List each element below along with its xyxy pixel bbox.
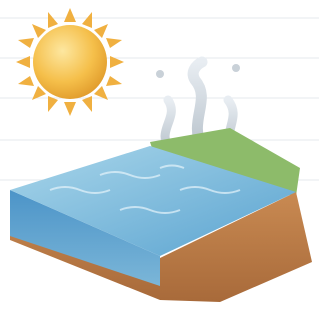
landscape <box>10 128 312 302</box>
sun <box>16 8 124 116</box>
evaporation-illustration <box>0 0 319 312</box>
